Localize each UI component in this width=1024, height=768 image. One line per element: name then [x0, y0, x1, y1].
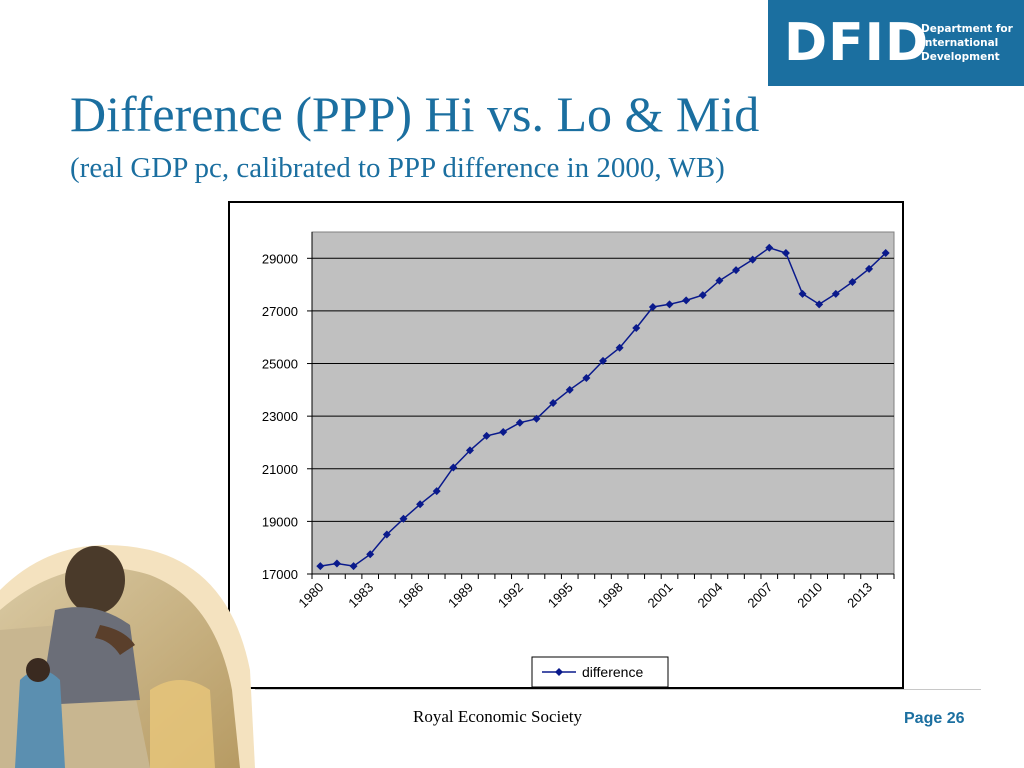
data-point [765, 243, 774, 252]
data-point [349, 562, 358, 571]
slide-title: Difference (PPP) Hi vs. Lo & Mid [70, 86, 760, 142]
logo-line: Development [921, 51, 1000, 63]
data-point [565, 385, 574, 394]
data-point [632, 324, 641, 333]
data-point [865, 264, 874, 273]
data-point [615, 343, 624, 352]
x-tick-label: 1986 [395, 580, 426, 611]
data-point [515, 418, 524, 427]
data-point [848, 277, 857, 286]
x-tick-label: 1980 [295, 580, 326, 611]
logo-line: International [921, 37, 999, 49]
data-point [449, 463, 458, 472]
data-point [316, 562, 325, 571]
logo-department-text: Department for International Development [921, 22, 1013, 64]
data-point [382, 530, 391, 539]
data-point [432, 487, 441, 496]
data-point [499, 427, 508, 436]
y-tick-label: 17000 [262, 567, 298, 582]
y-tick-label: 27000 [262, 304, 298, 319]
data-point [682, 296, 691, 305]
slide-subtitle: (real GDP pc, calibrated to PPP differen… [70, 152, 725, 184]
y-tick-label: 29000 [262, 251, 298, 266]
data-point [781, 249, 790, 258]
x-tick-label: 1983 [345, 580, 376, 611]
footer-divider [255, 689, 981, 690]
logo-wordmark: DFID [784, 13, 930, 73]
x-tick-label: 2004 [694, 580, 725, 611]
plot-area [311, 231, 895, 575]
y-tick-label: 21000 [262, 462, 298, 477]
page-number: Page 26 [904, 710, 965, 727]
data-point [798, 289, 807, 298]
data-point [482, 431, 491, 440]
x-tick-label: 1992 [495, 580, 526, 611]
line-chart: 17000 19000 21000 23000 25000 27000 29000 1980 1… [262, 231, 895, 688]
data-point [416, 500, 425, 509]
y-tick-label: 25000 [262, 357, 298, 372]
y-tick-label: 19000 [262, 514, 298, 529]
data-point [399, 514, 408, 523]
data-point [665, 300, 674, 309]
data-point [881, 249, 890, 258]
child-photo-image [0, 545, 255, 768]
x-tick-label: 2007 [744, 580, 775, 611]
x-tick-label: 2013 [844, 580, 875, 611]
data-point [532, 414, 541, 423]
x-tick-label: 2010 [794, 580, 825, 611]
data-point [366, 550, 375, 559]
x-tick-label: 2001 [645, 580, 676, 611]
data-point [465, 446, 474, 455]
x-tick-label: 1989 [445, 580, 476, 611]
chart-frame: 17000 19000 21000 23000 25000 27000 29000 1980 1… [228, 201, 904, 689]
logo-line: Department for [921, 23, 1013, 35]
legend-marker [555, 668, 563, 676]
data-point [732, 266, 741, 275]
data-point [698, 291, 707, 300]
x-tick-label: 1998 [595, 580, 626, 611]
data-point [715, 276, 724, 285]
data-point [748, 255, 757, 264]
dfid-logo: DFID Department for International Develo… [768, 0, 1024, 86]
data-point [549, 399, 558, 407]
x-tick-label: 1995 [545, 580, 576, 611]
y-tick-label: 23000 [262, 409, 298, 424]
data-point [582, 374, 591, 383]
data-point [815, 300, 824, 309]
legend-label: difference [582, 664, 643, 680]
data-point [332, 559, 341, 568]
data-point [831, 289, 840, 298]
data-point [648, 302, 657, 311]
footer-society: Royal Economic Society [413, 707, 583, 726]
data-point [599, 356, 607, 365]
